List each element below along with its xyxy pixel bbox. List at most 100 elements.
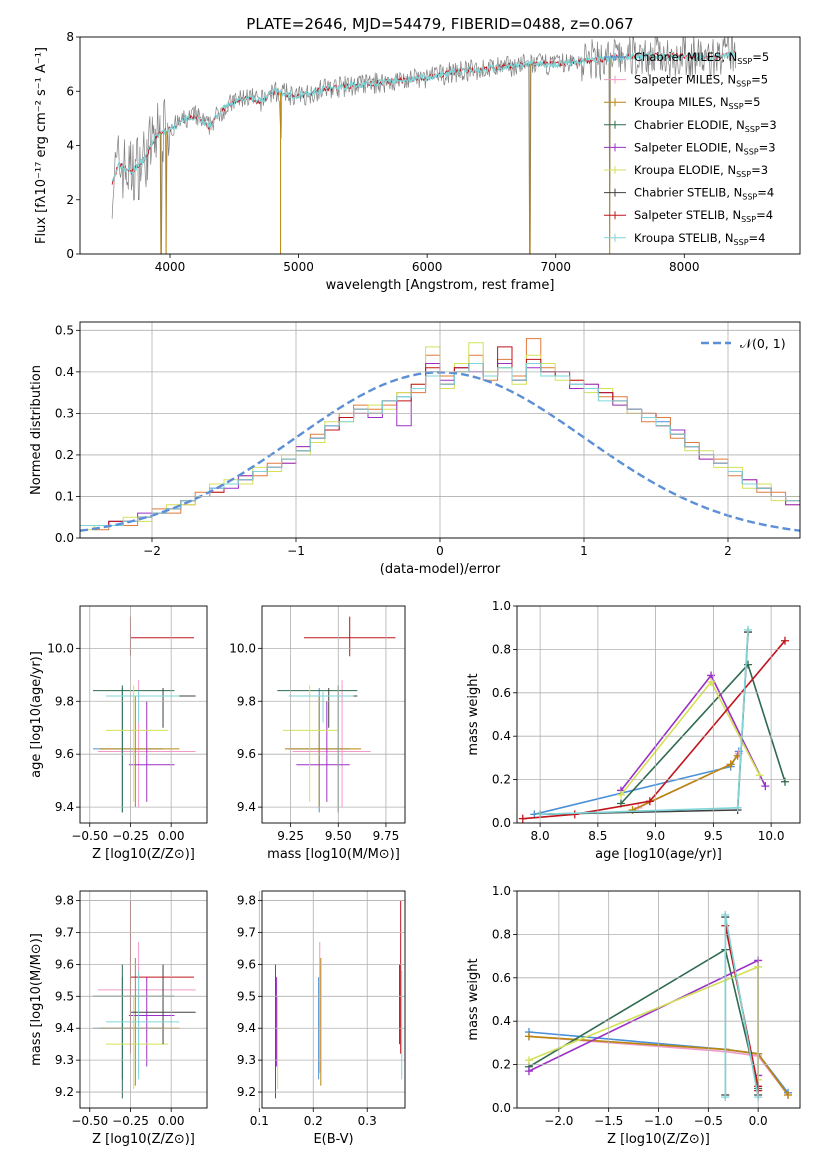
age-vs-Z-plot-area <box>93 616 196 813</box>
mass-weight-vs-Z-weight-point <box>524 1056 533 1065</box>
mass-vs-Z-x-tick-label: −0.25 <box>112 1114 149 1128</box>
mass-weight-vs-age-weight-point <box>570 810 579 819</box>
mass-weight-vs-Z-weight-point <box>524 1032 533 1041</box>
spectrum-ylabel: Flux [fλ10⁻¹⁷ erg cm⁻² s⁻¹ A⁻¹] <box>34 47 49 244</box>
spectrum-y-tick-label: 8 <box>66 30 74 44</box>
mass-vs-Z-y-tick-label: 9.3 <box>55 1053 74 1067</box>
spectrum-x-tick-label: 8000 <box>669 260 700 274</box>
mass-vs-EBV-xlabel: E(B-V) <box>313 1132 353 1147</box>
legend-label: Kroupa MILES, NSSP=5 <box>634 95 760 111</box>
mass-weight-vs-age-weight-point <box>518 814 527 823</box>
residual-histogram-x-tick-label: 2 <box>724 544 732 558</box>
histogram-legend-label: 𝒩(0, 1) <box>740 336 786 351</box>
mass-vs-Z-x-tick-label: 0.00 <box>158 1114 185 1128</box>
mass-weight-vs-Z-x-tick-label: −0.5 <box>694 1114 723 1128</box>
legend-label-tail: =3 <box>760 118 777 132</box>
legend-label-sub: SSP <box>736 170 751 179</box>
age-vs-mass-xlabel: mass [log10(M/M⊙)] <box>267 847 400 862</box>
mass-weight-vs-age-y-tick-label: 0.4 <box>492 729 511 743</box>
mass-weight-vs-age-weight-point <box>780 777 789 786</box>
age-vs-Z-panel: −0.50 −0.25 0.00 9.4 9.6 9.8 10.0 Z [log10(Z/Z⊙… <box>29 605 208 862</box>
spectrum-x-tick-label: 4000 <box>155 260 186 274</box>
mass-weight-vs-Z-x-tick-label: −1.5 <box>594 1114 623 1128</box>
mass-weight-vs-Z-x-tick-label: −2.0 <box>544 1114 573 1128</box>
age-vs-Z-y-tick-label: 10.0 <box>47 641 74 655</box>
residual-histogram-panel: −2 −1 0 1 2 0.0 0.1 0.2 0.3 0.4 0.5 (data-model)/er… <box>29 321 801 577</box>
residual-histogram-y-tick-label: 0.0 <box>55 531 74 545</box>
mass-weight-vs-age-x-tick-label: 8.0 <box>531 829 550 843</box>
legend-label-tail: =5 <box>752 50 769 64</box>
legend-label-tail: =5 <box>744 95 761 109</box>
mass-weight-vs-age-weight-point <box>744 625 753 634</box>
mass-vs-Z-xlabel: Z [log10(Z/Z⊙)] <box>92 1132 195 1147</box>
mass-weight-vs-age-weight-point <box>645 797 654 806</box>
mass-weight-vs-Z-y-tick-label: 0.8 <box>492 927 511 941</box>
legend-label: Salpeter MILES, NSSP=5 <box>634 73 768 89</box>
age-vs-mass-panel: 9.25 9.50 9.75 9.4 9.6 9.8 10.0 mass [log10(M/M… <box>229 605 406 862</box>
legend-label-sub: SSP <box>745 125 760 134</box>
legend-label: Kroupa ELODIE, NSSP=3 <box>634 163 768 179</box>
age-vs-mass-plot-area <box>277 616 396 813</box>
mass-vs-Z-y-tick-label: 9.7 <box>55 925 74 939</box>
legend-label-sub: SSP <box>729 102 744 111</box>
figure-title: PLATE=2646, MJD=54479, FIBERID=0488, z=0… <box>246 15 633 33</box>
legend-label-tail: =5 <box>751 73 768 87</box>
age-vs-Z-x-tick-label: 0.00 <box>158 829 185 843</box>
mass-weight-vs-Z-weight-point <box>524 1067 533 1076</box>
residual-histogram-y-tick-label: 0.4 <box>55 365 74 379</box>
legend-label-text: Salpeter MILES, N <box>634 73 736 87</box>
spectrum-model-line-kroupa-stelib <box>111 49 736 181</box>
legend-label-sub: SSP <box>744 147 759 156</box>
age-vs-mass-x-tick-label: 9.25 <box>277 829 304 843</box>
mass-weight-vs-Z-weight-line <box>528 1035 789 1096</box>
mass-weight-vs-age-weight-point <box>780 636 789 645</box>
legend-label-sub: SSP <box>734 238 749 247</box>
mass-vs-Z-frame <box>79 890 208 1109</box>
spectrum-data-line <box>111 37 736 254</box>
mass-weight-vs-age-y-tick-label: 0.8 <box>492 642 511 656</box>
legend-label: Salpeter STELIB, NSSP=4 <box>634 208 773 224</box>
mass-weight-vs-age-plot-area <box>518 625 789 823</box>
residual-histogram-xlabel: (data-model)/error <box>380 562 501 577</box>
legend-label-sub: SSP <box>742 193 757 202</box>
mass-weight-vs-Z-weight-line <box>528 965 759 1080</box>
age-vs-Z-x-tick-label: −0.25 <box>112 829 149 843</box>
mass-weight-vs-Z-y-tick-label: 0.4 <box>492 1014 511 1028</box>
mass-vs-EBV-y-tick-label: 9.3 <box>237 1053 256 1067</box>
mass-vs-EBV-x-tick-label: 0.3 <box>358 1114 377 1128</box>
legend-label-text: Kroupa ELODIE, N <box>634 163 736 177</box>
mass-vs-EBV-y-tick-label: 9.6 <box>237 957 256 971</box>
mass-weight-vs-Z-panel: −2.0 −1.5 −1.0 −0.5 0.0 0.0 0.2 0.4 0.6 0.8 1.0 Z [… <box>466 884 801 1147</box>
mass-weight-vs-age-panel: 8.0 8.5 9.0 9.5 10.0 0.0 0.2 0.4 0.6 0.8 1.0 age [l… <box>466 599 801 862</box>
spectrum-panel: 4000 5000 6000 7000 8000 0 2 4 6 8 wavelength [Ang… <box>34 30 801 293</box>
residual-histogram-ylabel: Normed distribution <box>29 365 44 495</box>
mass-vs-EBV-y-tick-label: 9.8 <box>237 894 256 908</box>
mass-weight-vs-Z-weight-point <box>784 1090 793 1099</box>
mass-vs-Z-y-tick-label: 9.5 <box>55 989 74 1003</box>
age-vs-mass-y-tick-label: 9.8 <box>237 694 256 708</box>
legend-label-text: Kroupa STELIB, N <box>634 231 734 245</box>
mass-vs-Z-y-tick-label: 9.2 <box>55 1085 74 1099</box>
spectrum-xlabel: wavelength [Angstrom, rest frame] <box>326 278 555 293</box>
mass-weight-vs-Z-weight-line <box>724 914 759 1098</box>
mass-weight-vs-age-weight-point <box>755 771 764 780</box>
legend-label-text: Kroupa MILES, N <box>634 95 729 109</box>
residual-histogram-x-tick-label: −2 <box>143 544 161 558</box>
legend-label-tail: =3 <box>759 140 776 154</box>
spectrum-y-tick-label: 0 <box>66 247 74 261</box>
mass-vs-EBV-y-tick-label: 9.4 <box>237 1021 256 1035</box>
spectrum-y-tick-label: 4 <box>66 139 74 153</box>
legend-label-sub: SSP <box>736 80 751 89</box>
spectrum-x-tick-label: 7000 <box>540 260 571 274</box>
mass-weight-vs-Z-y-tick-label: 0.2 <box>492 1058 511 1072</box>
mass-vs-EBV-y-tick-label: 9.7 <box>237 925 256 939</box>
legend-label-text: Chabrier ELODIE, N <box>634 118 745 132</box>
mass-weight-vs-age-weight-point <box>733 803 742 812</box>
age-vs-mass-y-tick-label: 9.6 <box>237 747 256 761</box>
mass-weight-vs-Z-weight-line <box>528 948 759 1089</box>
legend-label: Kroupa STELIB, NSSP=4 <box>634 231 765 247</box>
legend-label-text: Chabrier MILES, N <box>634 50 737 64</box>
mass-weight-vs-age-x-tick-label: 8.5 <box>588 829 607 843</box>
